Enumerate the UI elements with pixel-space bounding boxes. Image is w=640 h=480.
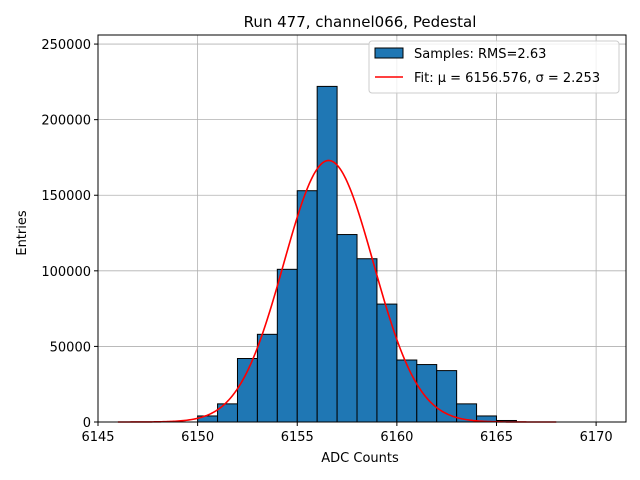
x-axis-ticks: 6145 6150 6155 6160 6165 6170 xyxy=(81,422,613,445)
histogram-bar xyxy=(296,190,318,423)
y-axis-label: Entries xyxy=(15,210,30,256)
histogram-bars xyxy=(197,85,517,423)
y-axis-ticks: 0 50000 100000 150000 200000 250000 xyxy=(41,38,98,431)
x-tick-label: 6150 xyxy=(181,430,214,445)
histogram-bar xyxy=(236,358,258,423)
histogram-bar xyxy=(356,258,378,423)
x-tick-label: 6170 xyxy=(580,430,613,445)
legend-swatch-samples xyxy=(374,47,404,59)
x-tick-label: 6155 xyxy=(281,430,314,445)
histogram-bar xyxy=(256,333,278,423)
x-axis-label: ADC Counts xyxy=(321,451,399,466)
histogram-bar xyxy=(416,364,438,423)
chart-title: Run 477, channel066, Pedestal xyxy=(244,13,477,31)
y-tick-label: 0 xyxy=(83,416,91,431)
x-tick-label: 6165 xyxy=(480,430,513,445)
histogram-bar xyxy=(336,234,358,423)
y-tick-label: 100000 xyxy=(41,265,91,280)
legend-label-fit: Fit: μ = 6156.576, σ = 2.253 xyxy=(414,71,600,86)
legend-label-samples: Samples: RMS=2.63 xyxy=(414,47,546,62)
histogram-bar xyxy=(376,303,398,423)
y-tick-label: 250000 xyxy=(41,38,91,53)
histogram-bar xyxy=(316,85,338,423)
axes-frame xyxy=(97,34,627,423)
y-tick-label: 50000 xyxy=(50,340,91,355)
histogram-bar xyxy=(217,403,238,423)
x-tick-label: 6145 xyxy=(81,430,114,445)
histogram-bar xyxy=(396,359,418,423)
y-tick-label: 150000 xyxy=(41,189,91,204)
fit-curve xyxy=(117,159,557,423)
histogram-bar xyxy=(276,268,298,423)
x-tick-label: 6160 xyxy=(380,430,413,445)
legend-box xyxy=(368,40,620,94)
legend: Samples: RMS=2.63 Fit: μ = 6156.576, σ =… xyxy=(368,40,620,94)
y-tick-label: 200000 xyxy=(41,114,91,129)
